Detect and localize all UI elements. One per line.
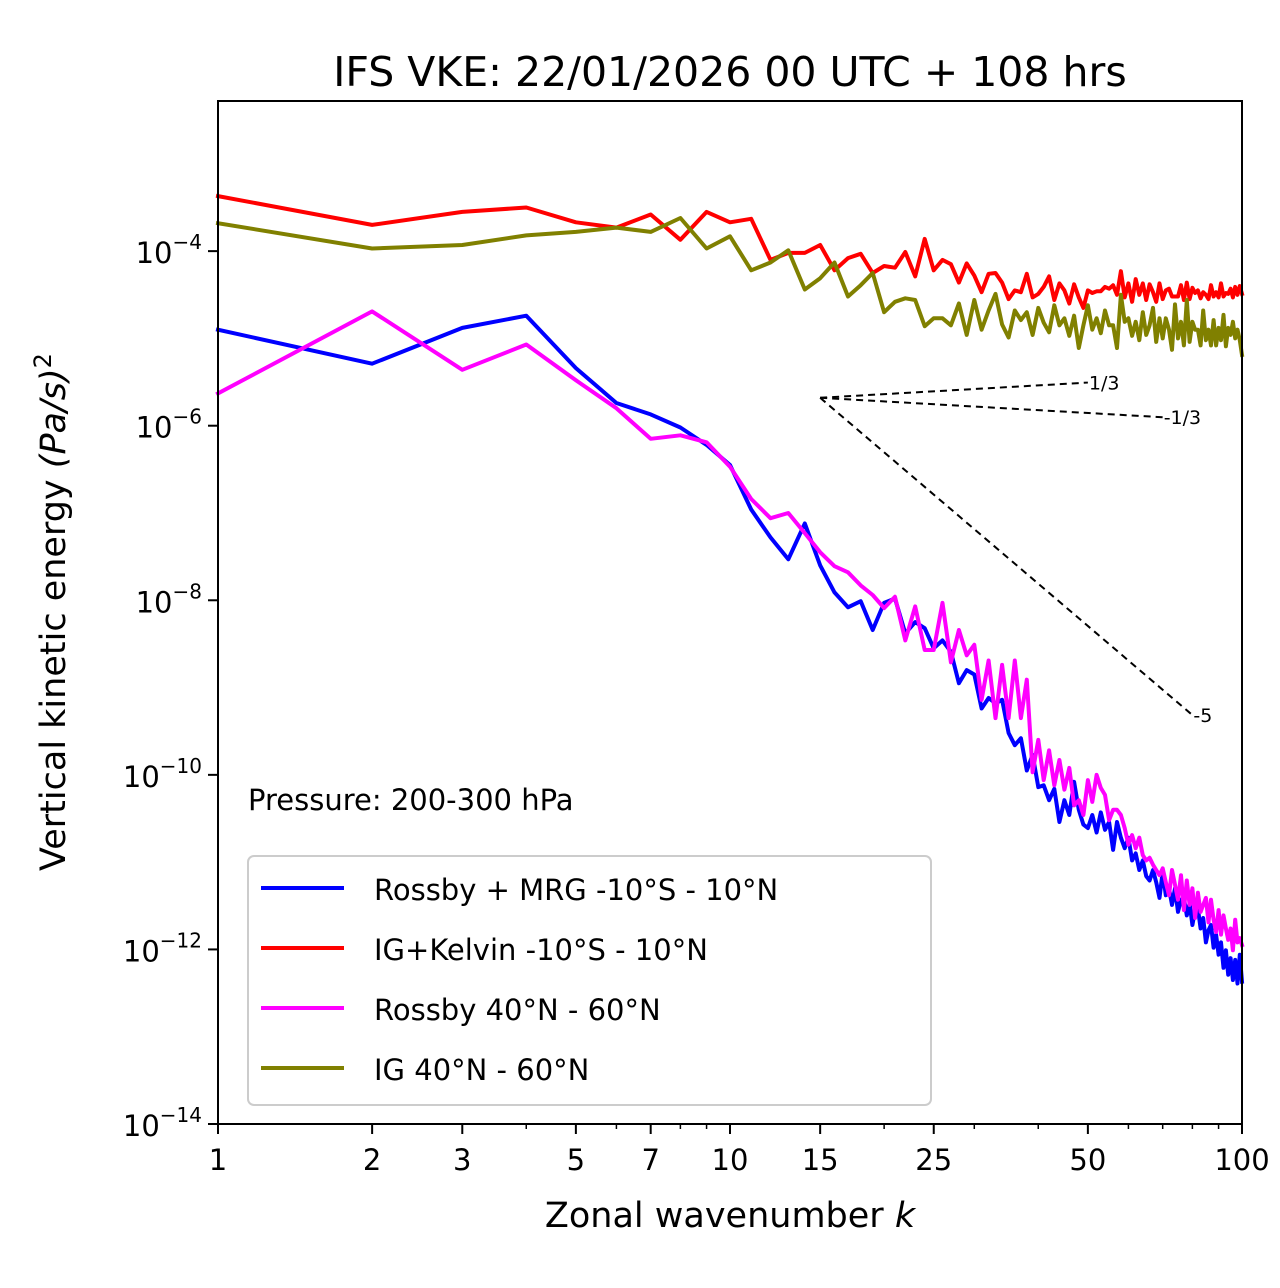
y-tick-label: 10−6	[136, 405, 202, 445]
reference-slope-label-0: 1/3	[1089, 373, 1120, 395]
legend: Rossby + MRG -10°S - 10°N IG+Kelvin -10°S…	[247, 855, 932, 1106]
x-tick-label: 15	[802, 1143, 839, 1177]
x-tick-label: 50	[1069, 1143, 1106, 1177]
reference-slope-label-1: -1/3	[1164, 407, 1201, 429]
legend-label-2: Rossby 40°N - 60°N	[374, 993, 661, 1027]
y-tick-label: 10−8	[136, 579, 202, 619]
x-axis-label: Zonal wavenumber k	[545, 1196, 917, 1236]
x-axis-label-text: Zonal wavenumber	[545, 1196, 884, 1236]
legend-box	[247, 855, 932, 1106]
reference-slope-label-2: -5	[1193, 705, 1212, 727]
legend-label-3: IG 40°N - 60°N	[374, 1053, 589, 1087]
y-axis-label-units: (Pa/s)	[34, 368, 74, 468]
series-line-3	[215, 216, 1245, 358]
reference-slopes: 1/3 -1/3 -5	[819, 373, 1212, 727]
series-line-0	[215, 313, 1245, 986]
x-tick-label: 25	[915, 1143, 952, 1177]
y-axis-label-exponent: 2	[29, 353, 57, 368]
reference-slope-line-0	[820, 381, 1088, 399]
x-tick-label: 2	[363, 1143, 381, 1177]
y-axis-label: Vertical kinetic energy (Pa/s)2	[29, 353, 74, 871]
y-tick-label: 10−10	[123, 754, 202, 794]
y-tick-label: 10−12	[123, 928, 202, 968]
x-tick-label: 3	[453, 1143, 471, 1177]
chart-title: IFS VKE: 22/01/2026 00 UTC + 108 hrs	[333, 48, 1126, 96]
x-tick-label: 7	[641, 1143, 659, 1177]
series-line-2	[215, 309, 1245, 953]
x-tick-label: 5	[567, 1143, 585, 1177]
series-line-1	[215, 193, 1245, 310]
series-layer	[215, 193, 1245, 986]
reference-slope-line-2	[819, 397, 1194, 716]
y-axis-label-text: Vertical kinetic energy	[34, 479, 74, 871]
y-tick-label: 10−4	[136, 230, 202, 270]
x-axis-ticks: 1 2 3 5 7 10 15 25 50 100	[209, 1124, 1270, 1177]
x-axis-label-var: k	[895, 1196, 917, 1236]
legend-label-1: IG+Kelvin -10°S - 10°N	[374, 933, 708, 967]
x-tick-label: 100	[1214, 1143, 1269, 1177]
reference-slope-line-1	[820, 396, 1163, 419]
x-tick-label: 1	[209, 1143, 227, 1177]
x-tick-label: 10	[712, 1143, 749, 1177]
pressure-annotation: Pressure: 200-300 hPa	[248, 783, 574, 817]
y-tick-label: 10−14	[123, 1103, 202, 1143]
y-axis-ticks: 10−14 10−12 10−10 10−8 10−6 10−4	[123, 230, 218, 1143]
legend-label-0: Rossby + MRG -10°S - 10°N	[374, 873, 778, 907]
